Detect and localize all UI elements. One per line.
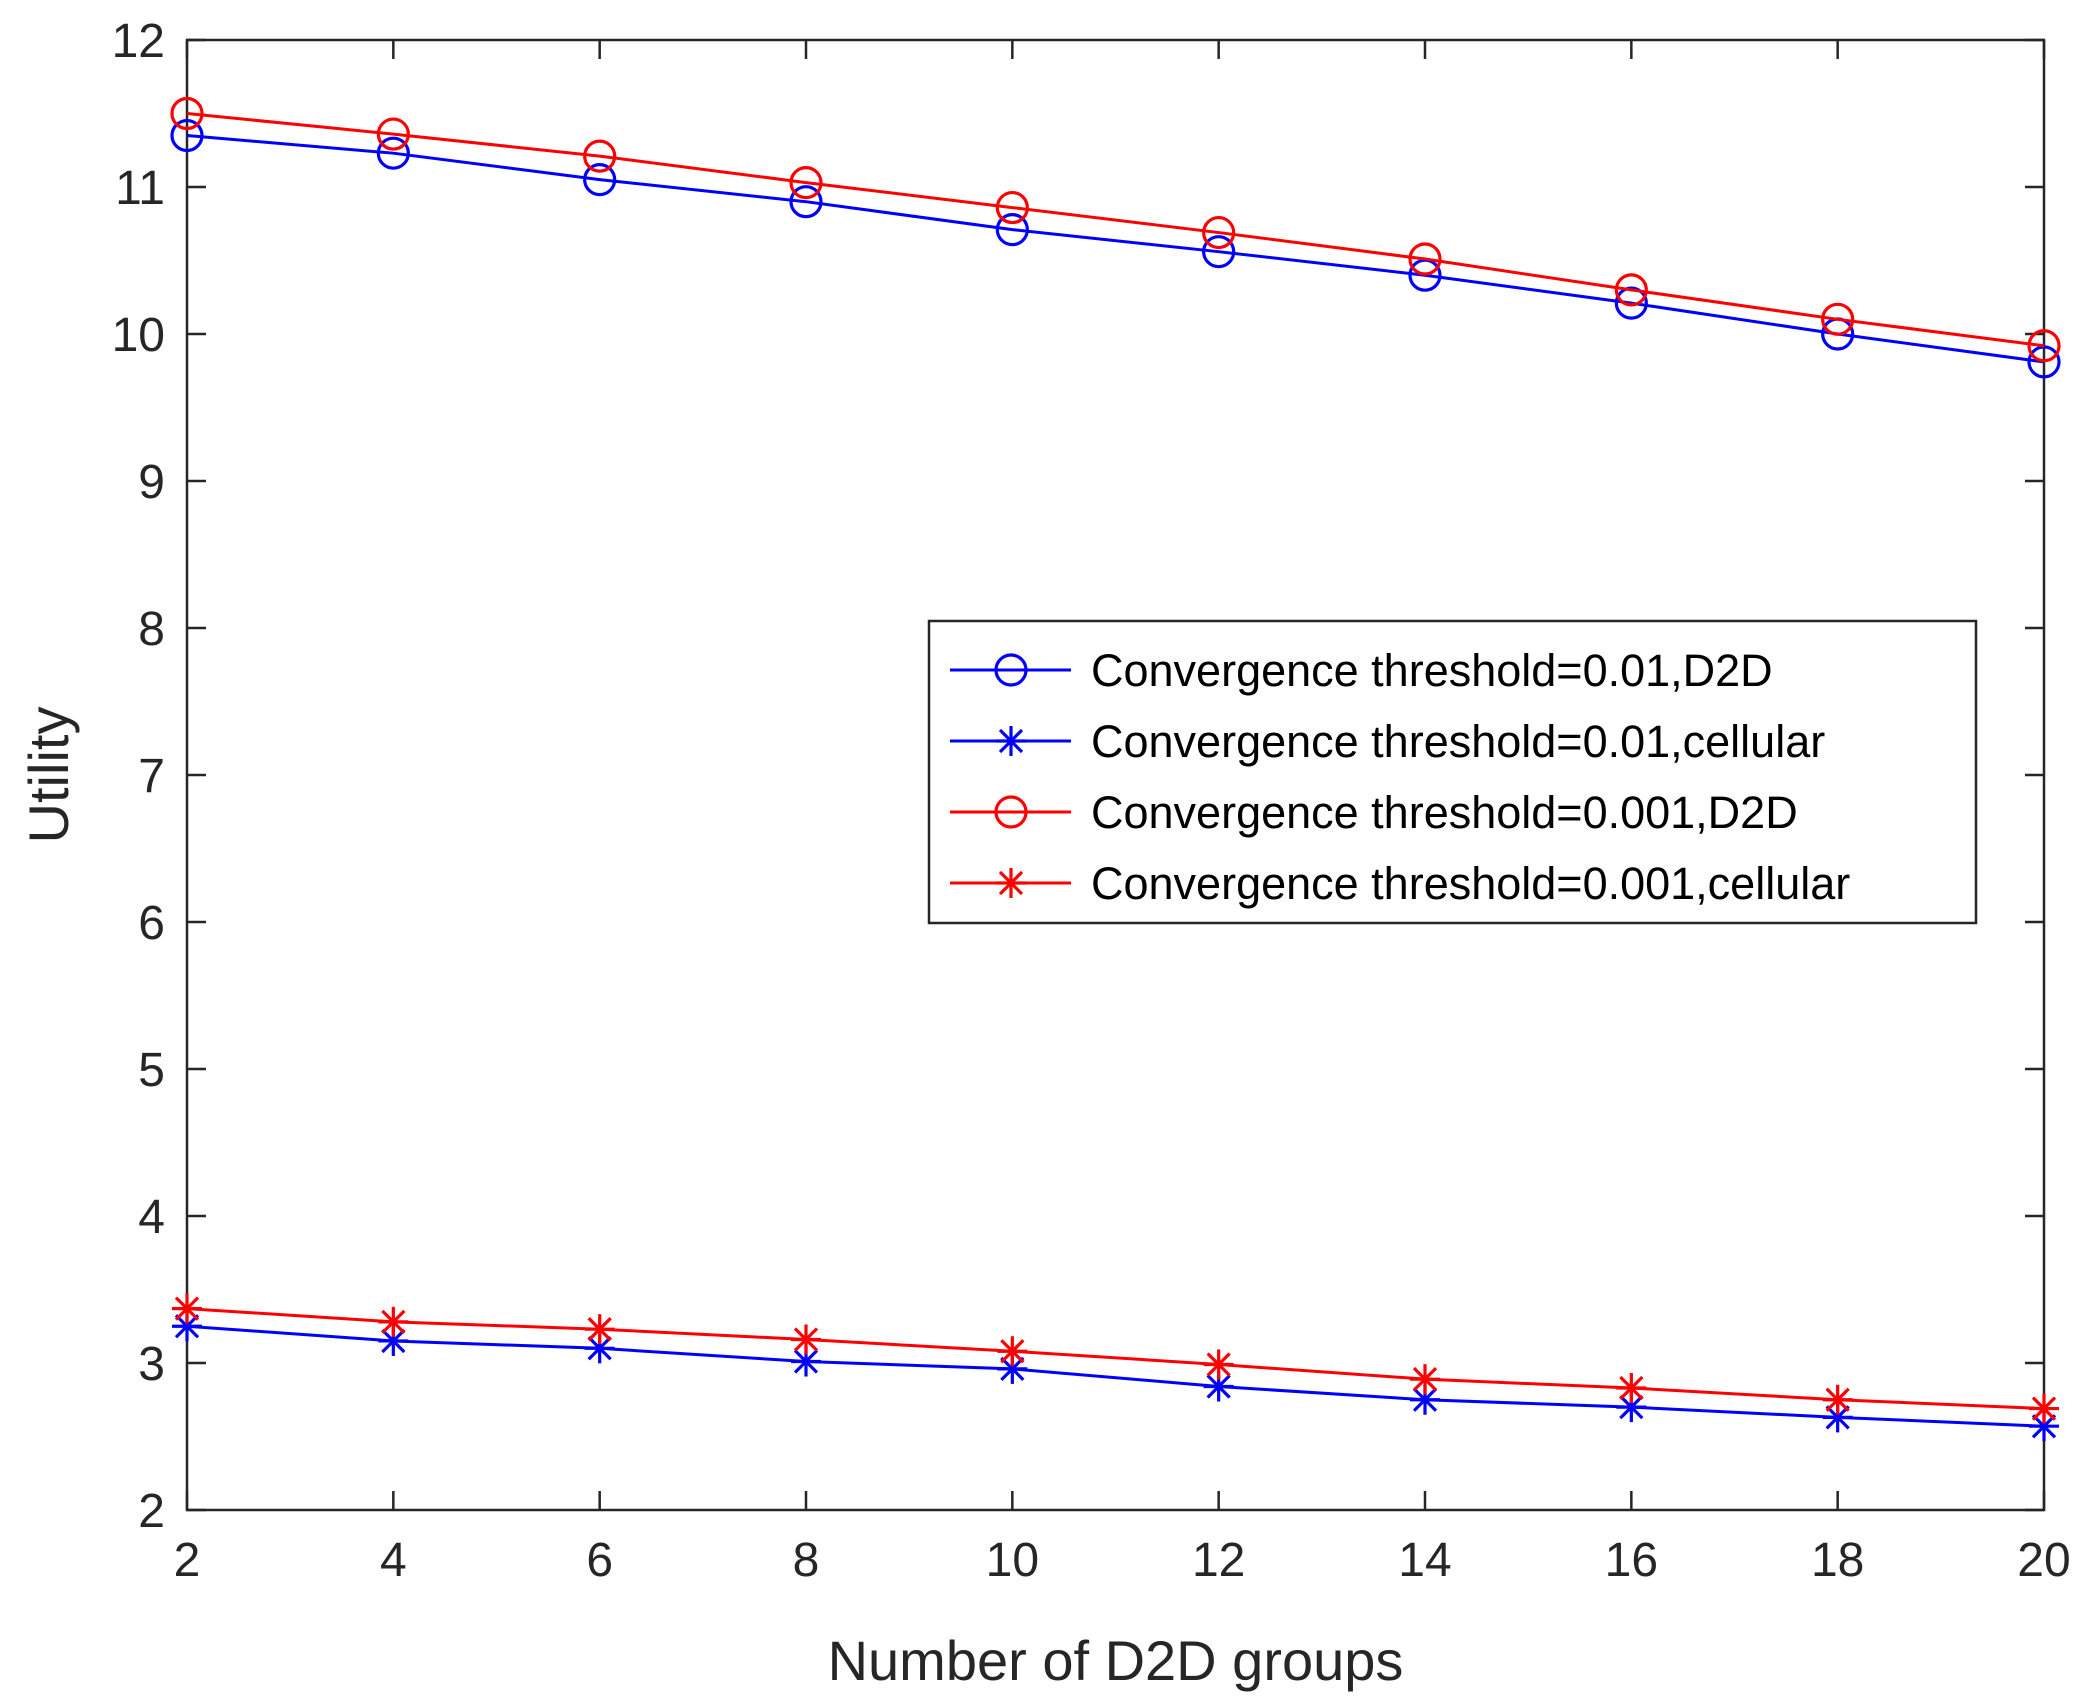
y-tick-label: 2 — [138, 1485, 165, 1538]
y-tick-label: 6 — [138, 897, 165, 950]
legend-marker — [996, 868, 1026, 898]
series-line — [186, 1307, 2045, 1411]
x-tick-label: 12 — [1192, 1534, 1245, 1587]
x-tick-label: 10 — [986, 1534, 1039, 1587]
data-point — [378, 1325, 409, 1356]
legend-box — [927, 619, 1978, 925]
data-point — [376, 136, 410, 170]
plot-area: 2 4 6 8 10 12 14 16 18 20 2 3 4 5 6 7 8 9 10 11 12 Number of … — [17, 15, 2071, 1692]
x-tick-label: 14 — [1398, 1534, 1451, 1587]
x-tick-label: 6 — [586, 1534, 613, 1587]
data-point — [584, 1333, 615, 1364]
series-1 — [170, 118, 2061, 379]
data-point — [789, 165, 823, 200]
legend-entry: Convergence threshold=0.001,D2D — [950, 787, 1798, 838]
data-point — [1614, 286, 1648, 320]
y-tick-label: 5 — [138, 1044, 165, 1097]
y-tick-label: 4 — [138, 1191, 165, 1244]
data-point — [584, 1314, 615, 1345]
data-point — [1821, 302, 1855, 336]
data-point — [1202, 235, 1236, 269]
series-line — [186, 1324, 2045, 1428]
legend: Convergence threshold=0.01,D2D Convergenc… — [927, 619, 1978, 925]
data-point — [997, 1336, 1028, 1367]
data-point — [1410, 1364, 1440, 1395]
x-tick-label: 2 — [174, 1534, 201, 1587]
legend-marker — [994, 653, 1028, 687]
data-point — [2027, 329, 2061, 363]
series-line — [186, 134, 2045, 364]
legend-label: Convergence threshold=0.01,cellular — [1091, 716, 1825, 767]
y-tick-label: 9 — [138, 456, 165, 509]
x-tick-label: 20 — [2017, 1534, 2070, 1587]
series-4 — [172, 1293, 2059, 1424]
x-tick-label: 16 — [1605, 1534, 1658, 1587]
y-tick-label: 7 — [138, 750, 165, 803]
data-point — [995, 190, 1029, 225]
y-tick-label: 8 — [138, 603, 165, 656]
x-tick-label: 4 — [380, 1534, 407, 1587]
y-axis-title: Utility — [17, 707, 80, 844]
data-point — [376, 117, 410, 151]
data-point — [583, 163, 617, 197]
data-point — [1822, 1384, 1853, 1415]
data-point — [2027, 345, 2061, 379]
legend-marker — [996, 726, 1026, 756]
legend-marker — [994, 795, 1028, 829]
x-axis-title: Number of D2D groups — [828, 1629, 1404, 1692]
data-point — [378, 1306, 409, 1337]
data-point — [2029, 1393, 2059, 1424]
series-2 — [172, 1311, 2059, 1442]
legend-label: Convergence threshold=0.001,cellular — [1091, 858, 1850, 909]
data-point — [1616, 1372, 1647, 1403]
x-tick-label: 18 — [1811, 1534, 1864, 1587]
data-point — [1614, 273, 1648, 307]
y-tick-label: 3 — [138, 1338, 165, 1391]
legend-label: Convergence threshold=0.01,D2D — [1091, 645, 1773, 696]
legend-label: Convergence threshold=0.001,D2D — [1091, 787, 1798, 838]
legend-entry: Convergence threshold=0.001,cellular — [950, 858, 1850, 909]
data-point — [172, 1293, 202, 1324]
x-tick-label: 8 — [793, 1534, 820, 1587]
y-tick-label: 11 — [115, 162, 165, 215]
data-point — [1408, 242, 1442, 276]
data-point — [583, 139, 617, 173]
data-point — [170, 118, 204, 153]
series-line — [186, 112, 2045, 348]
data-point — [170, 96, 204, 131]
legend-entry: Convergence threshold=0.01,cellular — [950, 716, 1825, 767]
data-point — [995, 213, 1029, 247]
y-tick-label: 10 — [112, 309, 165, 362]
data-point — [789, 185, 823, 219]
y-tick-label: 12 — [112, 15, 165, 68]
data-point — [1203, 1371, 1234, 1402]
data-point — [1203, 1349, 1234, 1380]
data-point — [1202, 215, 1236, 250]
series-3 — [170, 96, 2061, 363]
legend-entry: Convergence threshold=0.01,D2D — [950, 645, 1773, 696]
data-point — [791, 1324, 821, 1355]
